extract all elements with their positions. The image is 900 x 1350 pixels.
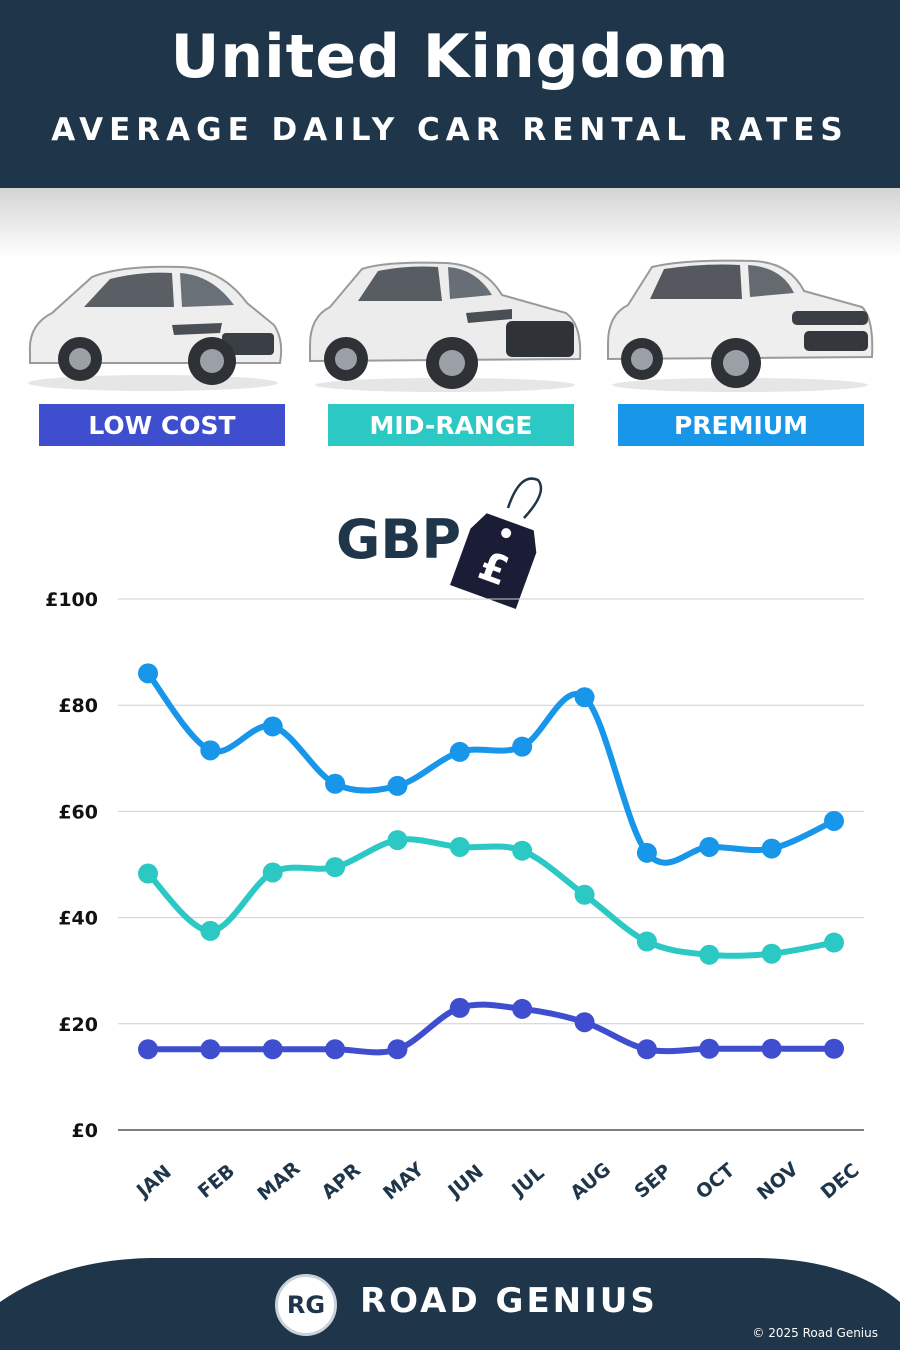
x-tick-label: DEC bbox=[817, 1159, 864, 1203]
legend-low-cost: LOW COST bbox=[39, 404, 285, 446]
copyright-text: © 2025 Road Genius bbox=[752, 1326, 878, 1340]
x-tick-label: JUN bbox=[443, 1161, 488, 1204]
x-tick-label: SEP bbox=[630, 1160, 675, 1203]
data-point-premium bbox=[325, 773, 346, 794]
x-tick-label: JAN bbox=[131, 1161, 176, 1203]
series-line-premium bbox=[145, 670, 837, 866]
data-point-low-cost bbox=[200, 1039, 221, 1060]
data-point-mid-range bbox=[200, 920, 221, 941]
header-banner: United Kingdom AVERAGE DAILY CAR RENTAL … bbox=[0, 0, 900, 188]
x-tick-label: NOV bbox=[753, 1158, 803, 1205]
data-point-low-cost bbox=[761, 1038, 782, 1059]
data-point-low-cost bbox=[699, 1038, 720, 1059]
x-tick-label: MAY bbox=[379, 1158, 428, 1204]
data-point-low-cost bbox=[138, 1039, 158, 1060]
data-point-low-cost bbox=[574, 1012, 595, 1033]
data-point-premium bbox=[574, 687, 595, 708]
series-line-low-cost bbox=[145, 1001, 837, 1056]
y-tick-label: £60 bbox=[58, 801, 98, 823]
legend-mid-range: MID-RANGE bbox=[328, 404, 574, 446]
y-tick-label: £100 bbox=[45, 589, 98, 611]
data-point-premium bbox=[449, 741, 470, 762]
data-point-low-cost bbox=[449, 997, 470, 1018]
hatchback-car-icon bbox=[22, 255, 284, 395]
x-tick-label: OCT bbox=[692, 1159, 739, 1204]
price-tag-icon: £ bbox=[450, 477, 543, 609]
luxury-suv-car-icon bbox=[604, 255, 876, 395]
data-point-premium bbox=[699, 836, 720, 857]
y-tick-label: £40 bbox=[58, 908, 98, 930]
x-tick-label: APR bbox=[318, 1159, 366, 1204]
data-point-mid-range bbox=[387, 830, 408, 851]
x-tick-label: AUG bbox=[566, 1158, 615, 1204]
data-point-mid-range bbox=[512, 840, 533, 861]
x-tick-label: FEB bbox=[194, 1160, 239, 1203]
header-shadow bbox=[0, 188, 900, 258]
legend-premium: PREMIUM bbox=[618, 404, 864, 446]
data-point-low-cost bbox=[824, 1038, 844, 1059]
y-tick-label: £0 bbox=[72, 1120, 98, 1142]
data-point-low-cost bbox=[387, 1039, 408, 1060]
currency-label: GBP bbox=[336, 508, 461, 571]
suv-car-icon bbox=[306, 255, 584, 395]
data-point-mid-range bbox=[699, 944, 720, 965]
data-point-premium bbox=[512, 736, 533, 757]
data-point-low-cost bbox=[325, 1039, 346, 1060]
x-tick-label: JUL bbox=[506, 1162, 548, 1202]
page-subtitle: AVERAGE DAILY CAR RENTAL RATES bbox=[51, 112, 849, 148]
data-point-premium bbox=[200, 740, 221, 761]
data-point-premium bbox=[138, 663, 158, 684]
series-line-mid-range bbox=[145, 836, 837, 959]
data-point-low-cost bbox=[636, 1039, 657, 1060]
data-point-mid-range bbox=[636, 931, 657, 952]
data-point-premium bbox=[636, 842, 657, 863]
data-point-premium bbox=[824, 810, 844, 831]
data-point-mid-range bbox=[574, 884, 595, 905]
data-point-mid-range bbox=[761, 943, 782, 964]
footer-shape bbox=[0, 1258, 900, 1350]
rental-rates-line-chart: GBP £ £0 £20 £40 £60 £80 £100 JAN FEB MAR APR MAY J… bbox=[45, 477, 864, 1205]
brand-logo: RG bbox=[275, 1274, 337, 1336]
data-point-premium bbox=[761, 838, 782, 859]
data-point-low-cost bbox=[262, 1039, 283, 1060]
footer: RG ROAD GENIUS © 2025 Road Genius bbox=[0, 1230, 900, 1350]
brand-name: ROAD GENIUS bbox=[360, 1281, 658, 1321]
data-point-mid-range bbox=[262, 862, 283, 883]
y-tick-label: £20 bbox=[58, 1014, 98, 1036]
data-point-low-cost bbox=[512, 998, 533, 1019]
data-point-mid-range bbox=[325, 857, 346, 878]
x-tick-label: MAR bbox=[253, 1157, 304, 1205]
data-point-premium bbox=[387, 775, 408, 796]
data-point-mid-range bbox=[449, 836, 470, 857]
data-point-premium bbox=[262, 716, 283, 737]
y-tick-label: £80 bbox=[58, 695, 98, 717]
data-point-mid-range bbox=[824, 932, 844, 953]
data-point-mid-range bbox=[138, 863, 158, 884]
page-title: United Kingdom bbox=[170, 22, 730, 92]
